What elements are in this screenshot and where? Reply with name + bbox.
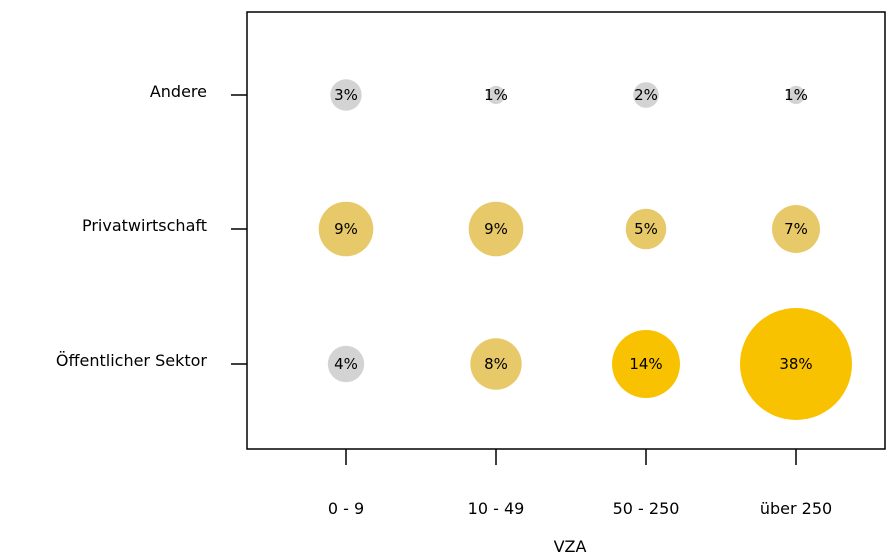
bubble-label: 7% <box>784 220 808 238</box>
bubble <box>486 85 506 105</box>
bubble <box>327 345 365 383</box>
x-tick-label: über 250 <box>760 499 832 518</box>
x-axis-title: VZA <box>554 537 587 556</box>
bubble <box>786 85 806 105</box>
bubble <box>772 205 820 253</box>
bubble <box>740 308 852 420</box>
bubble <box>612 330 680 398</box>
bubble-label: 4% <box>334 355 358 373</box>
y-axis: Andere Privatwirtschaft Öffentlicher Sekto… <box>56 82 247 370</box>
bubble-label: 3% <box>334 86 358 104</box>
bubble-label: 2% <box>634 86 658 104</box>
y-tick-label: Privatwirtschaft <box>82 216 207 235</box>
bubble-label: 8% <box>484 355 508 373</box>
bubble-label: 14% <box>629 355 662 373</box>
bubble <box>468 201 524 257</box>
y-tick-label: Öffentlicher Sektor <box>56 351 208 370</box>
bubble-label: 1% <box>784 86 808 104</box>
bubble <box>470 338 522 390</box>
bubble <box>633 82 659 108</box>
bubble-label: 9% <box>334 220 358 238</box>
bubbles: 3% 1% 2% 1% 9% 9% 5% 7% 4% 8% 14% 38% <box>318 79 852 420</box>
x-axis: 0 - 9 10 - 49 50 - 250 über 250 <box>328 449 832 518</box>
bubble <box>330 79 362 111</box>
x-tick-label: 50 - 250 <box>613 499 680 518</box>
bubble-label: 9% <box>484 220 508 238</box>
plot-frame <box>246 11 886 450</box>
x-tick-label: 10 - 49 <box>468 499 525 518</box>
bubble-label: 1% <box>484 86 508 104</box>
bubble-label: 5% <box>634 220 658 238</box>
bubble <box>625 208 667 250</box>
bubble <box>318 201 374 257</box>
bubble-label: 38% <box>779 355 812 373</box>
x-tick-label: 0 - 9 <box>328 499 364 518</box>
y-tick-label: Andere <box>150 82 207 101</box>
